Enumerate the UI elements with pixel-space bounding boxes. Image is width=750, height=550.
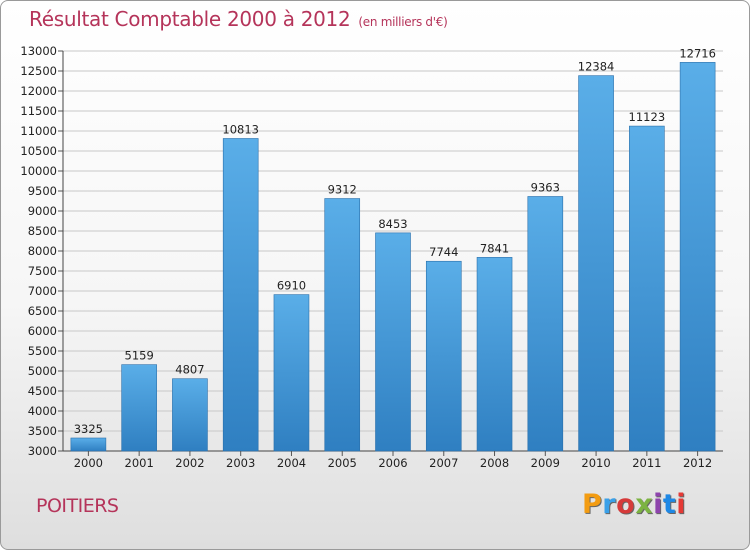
logo-letter: P	[582, 489, 603, 520]
y-tick-label: 9500	[28, 184, 57, 198]
chart-title-text: Résultat Comptable 2000 à 2012	[29, 7, 351, 31]
bar-value-label: 7744	[429, 245, 458, 259]
bar-value-label: 8453	[378, 217, 407, 231]
y-tick-label: 8000	[28, 244, 57, 258]
x-tick-label: 2002	[175, 456, 204, 470]
logo-letter: i	[653, 489, 663, 520]
y-tick-label: 4500	[28, 384, 57, 398]
chart-subtitle: (en milliers d'€)	[358, 15, 448, 29]
bar-value-label: 12384	[578, 60, 615, 74]
logo-letter: r	[602, 489, 617, 520]
bar-value-label: 4807	[175, 363, 204, 377]
bar-value-label: 11123	[629, 110, 666, 124]
y-tick-label: 8500	[28, 224, 57, 238]
y-tick-label: 6500	[28, 304, 57, 318]
bar-value-label: 3325	[74, 422, 103, 436]
y-tick-label: 5000	[28, 364, 57, 378]
bar	[222, 138, 259, 452]
y-tick-label: 7500	[28, 264, 57, 278]
bar	[629, 125, 665, 452]
logo-letter: t	[662, 489, 677, 520]
x-tick-label: 2001	[125, 456, 154, 470]
y-tick-label: 10500	[20, 144, 57, 158]
y-tick-label: 6000	[28, 324, 57, 338]
bar	[425, 260, 462, 452]
x-tick-label: 2004	[277, 456, 306, 470]
logo-letter: x	[635, 489, 654, 520]
x-tick-label: 2008	[480, 456, 509, 470]
chart-title: Résultat Comptable 2000 à 2012 (en millie…	[29, 7, 448, 31]
x-tick-label: 2003	[226, 456, 255, 470]
y-tick-label: 12500	[20, 64, 57, 78]
x-tick-label: 2005	[328, 456, 357, 470]
city-name: POITIERS	[36, 495, 119, 517]
x-tick-label: 2010	[581, 456, 610, 470]
x-tick-label: 2012	[683, 456, 712, 470]
bar	[679, 62, 716, 452]
x-tick-label: 2006	[378, 456, 407, 470]
y-tick-label: 3000	[28, 444, 57, 458]
bar	[324, 198, 361, 452]
y-tick-label: 5500	[28, 344, 57, 358]
y-tick-label: 11500	[20, 104, 57, 118]
y-tick-label: 10000	[20, 164, 57, 178]
bar	[172, 378, 208, 452]
bar-value-label: 5159	[125, 349, 154, 363]
bar	[121, 364, 157, 452]
bar	[476, 257, 513, 452]
bar	[70, 437, 107, 452]
bar	[578, 75, 614, 452]
bar-value-label: 6910	[277, 279, 306, 293]
logo-letter: i	[676, 489, 687, 520]
x-tick-label: 2007	[429, 456, 458, 470]
y-tick-label: 7000	[28, 284, 57, 298]
x-tick-label: 2009	[531, 456, 560, 470]
x-tick-label: 2000	[74, 456, 103, 470]
y-tick-label: 4000	[28, 404, 57, 418]
proxiti-logo: Proxiti	[582, 489, 686, 520]
y-tick-label: 11000	[20, 124, 57, 138]
bar-value-label: 9312	[328, 183, 357, 197]
bar-value-label: 12716	[679, 46, 716, 60]
y-tick-label: 12000	[20, 84, 57, 98]
y-tick-label: 3500	[28, 424, 57, 438]
bar-value-label: 9363	[531, 180, 560, 194]
logo-letter: o	[616, 489, 636, 520]
bar	[273, 294, 310, 452]
y-tick-label: 13000	[20, 44, 57, 58]
bar	[375, 232, 411, 452]
y-tick-label: 9000	[28, 204, 57, 218]
bar-value-label: 10813	[222, 122, 259, 136]
x-tick-label: 2011	[632, 456, 661, 470]
bar	[527, 196, 564, 452]
bar-value-label: 7841	[480, 241, 509, 255]
